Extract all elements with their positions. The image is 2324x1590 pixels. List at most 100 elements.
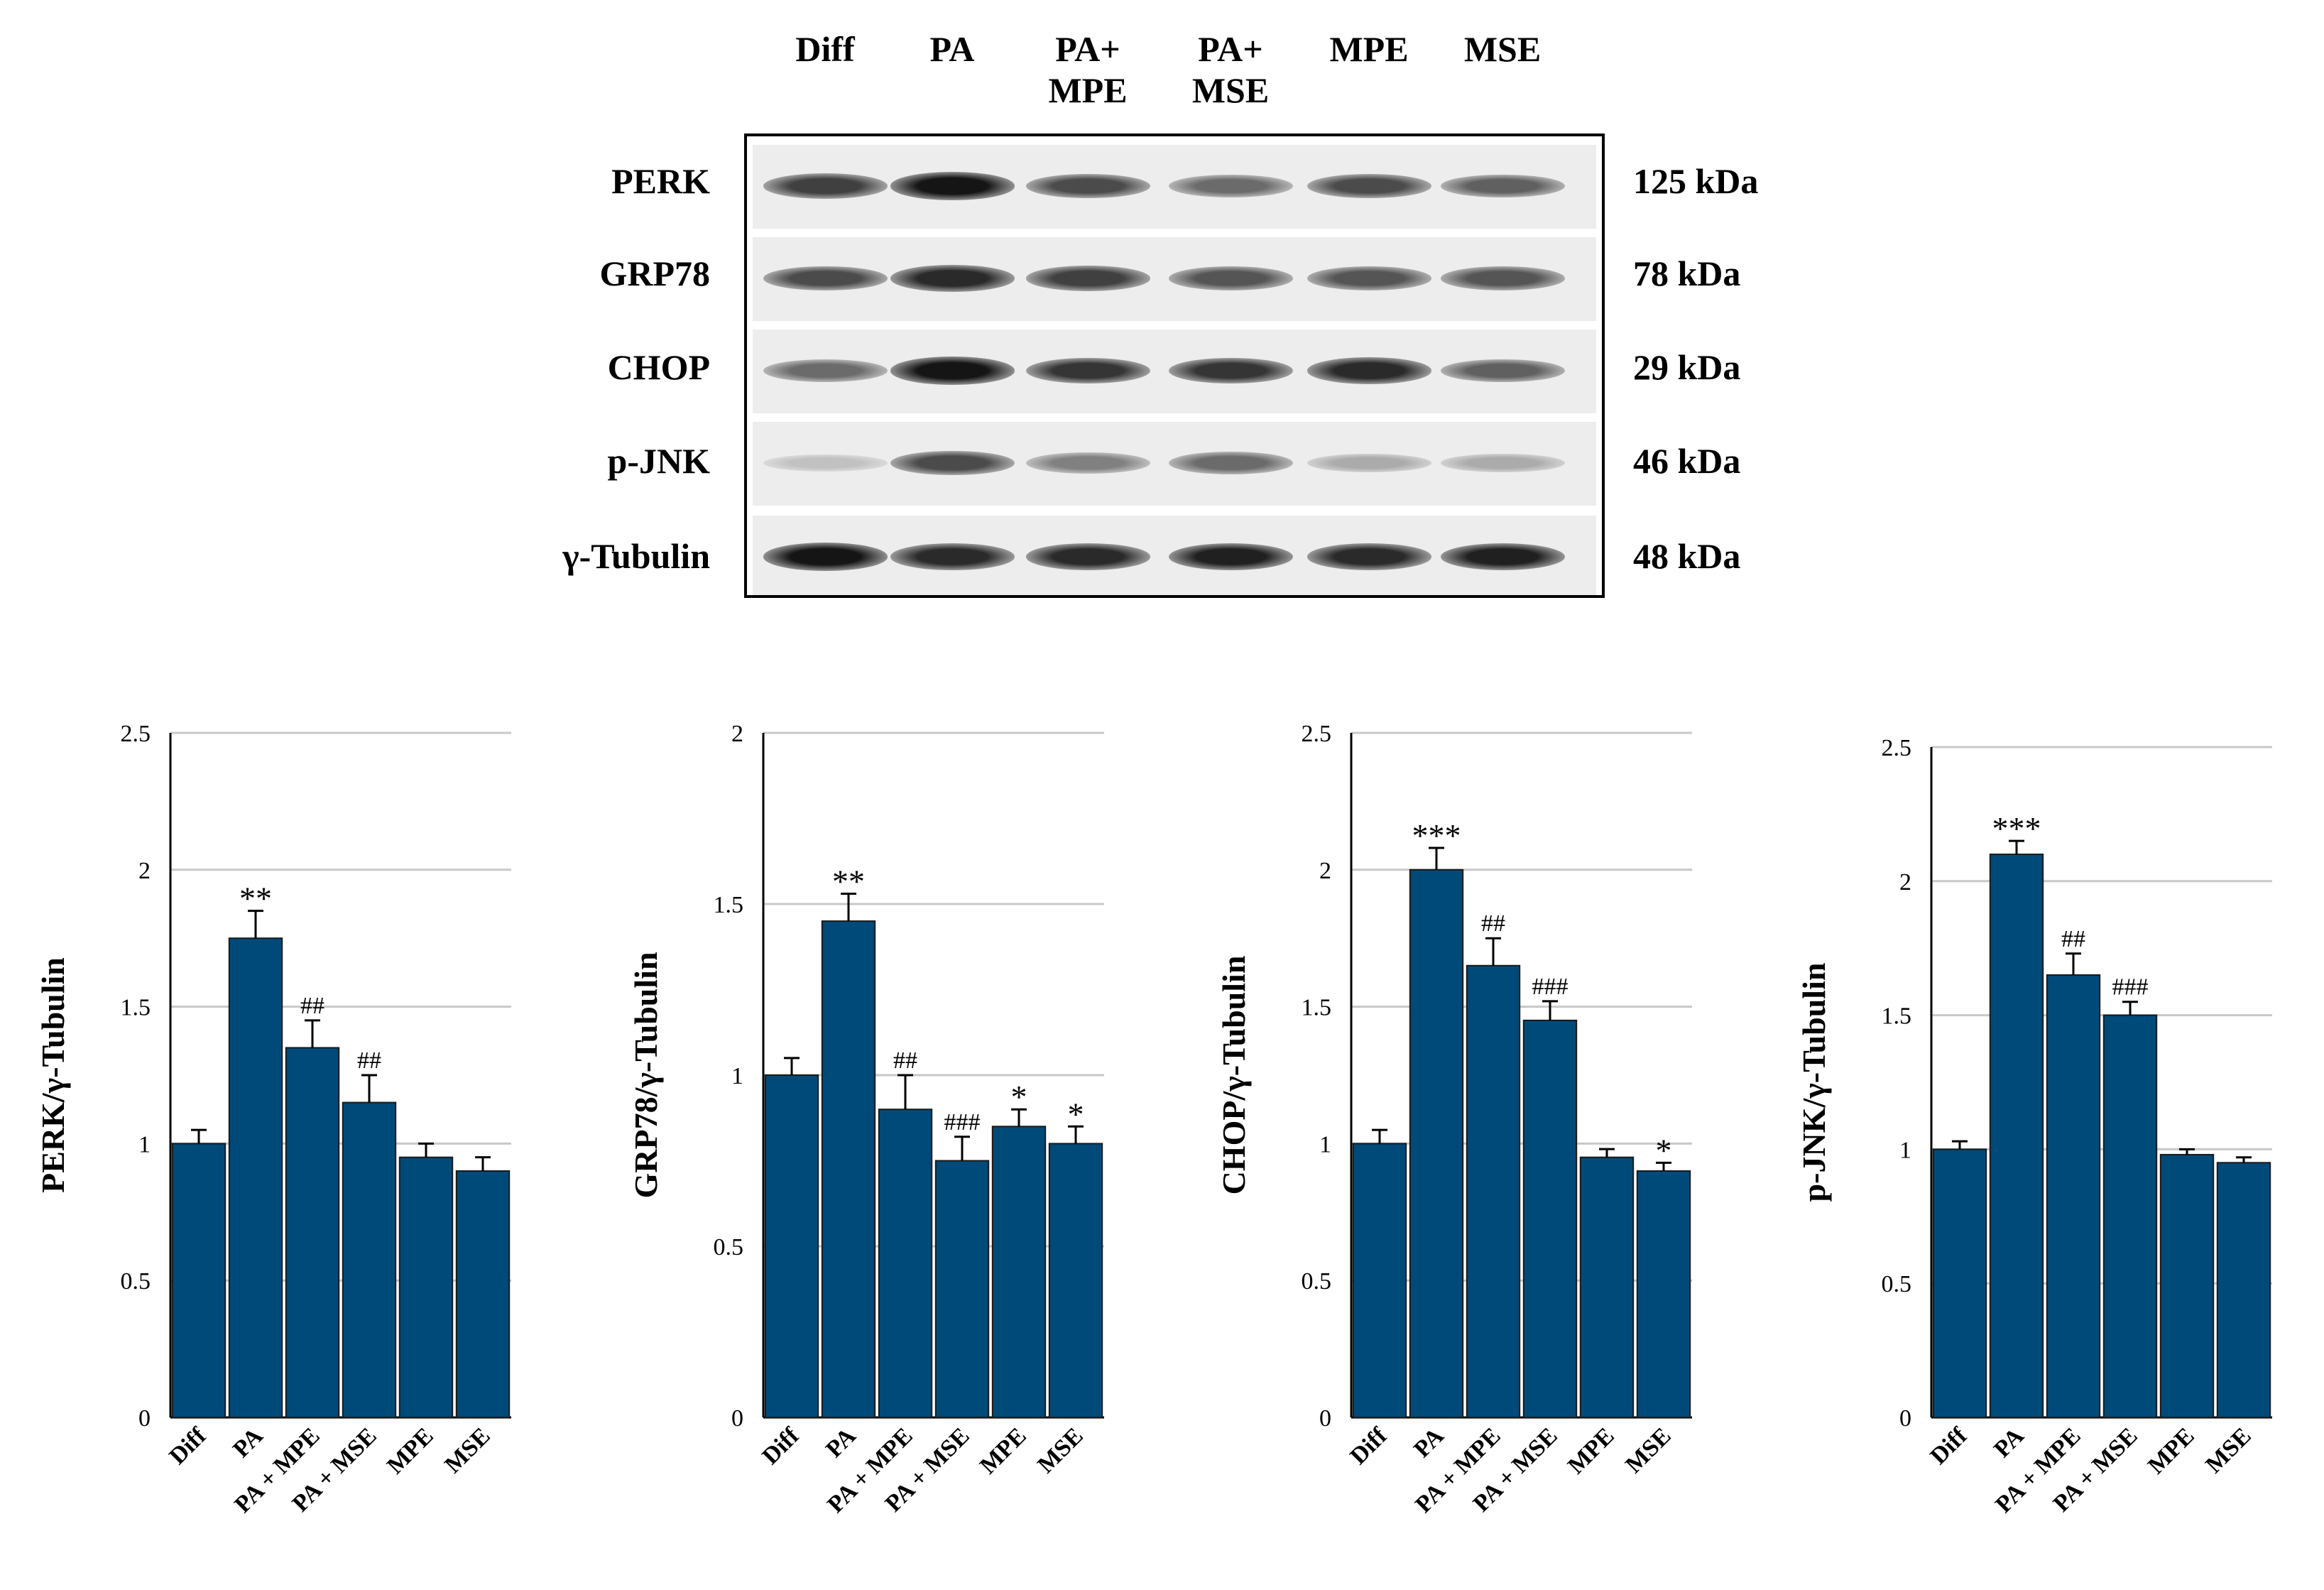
- y-tick-label: 2.5: [1882, 735, 1912, 761]
- x-tick-label: Diff: [757, 1422, 804, 1470]
- blot-band: [890, 172, 1015, 200]
- kda-label: 46 kDa: [1633, 441, 1741, 481]
- significance-label: ###: [1532, 974, 1569, 1000]
- x-tick-label: MPE: [2143, 1422, 2200, 1479]
- blot-strip: [753, 145, 1596, 229]
- y-tick-label: 0: [1899, 1405, 1911, 1432]
- y-tick-label: 1.5: [714, 892, 744, 918]
- blot-band: [1169, 266, 1293, 290]
- x-tick-label: MPE: [382, 1422, 439, 1479]
- y-axis-label: GRP78/γ-Tubulin: [628, 952, 664, 1198]
- y-tick-label: 0.5: [1882, 1271, 1912, 1297]
- y-tick-label: 0: [138, 1405, 151, 1432]
- kda-label: 78 kDa: [1633, 254, 1741, 293]
- y-tick-label: 1: [731, 1063, 743, 1089]
- blot-band: [1026, 173, 1150, 199]
- significance-label: ##: [357, 1047, 381, 1074]
- bar: [1579, 1156, 1635, 1418]
- x-tick-label: Diff: [1925, 1422, 1973, 1470]
- significance-label: ##: [893, 1047, 917, 1074]
- bar: [1466, 964, 1521, 1418]
- blot-band: [1169, 452, 1293, 474]
- x-tick-label: MPE: [1563, 1422, 1620, 1479]
- bar: [1352, 1143, 1407, 1419]
- blot-strip: [753, 516, 1596, 595]
- y-tick-label: 0.5: [714, 1234, 744, 1260]
- blot-band: [1169, 543, 1293, 571]
- significance-label: **: [832, 864, 865, 900]
- y-axis-label: PERK/γ-Tubulin: [35, 957, 71, 1193]
- y-tick-label: 2: [731, 721, 743, 747]
- blot-band: [890, 265, 1015, 292]
- bar: [2159, 1153, 2215, 1419]
- significance-label: ***: [1992, 810, 2041, 846]
- blot-band: [1307, 357, 1431, 384]
- x-tick-label: PA: [1989, 1422, 2029, 1463]
- y-tick-label: 0: [731, 1405, 743, 1432]
- protein-label: γ-Tubulin: [562, 536, 710, 576]
- x-tick-label: Diff: [164, 1422, 212, 1470]
- blot-band: [763, 173, 888, 199]
- significance-label: ###: [2112, 974, 2149, 1001]
- blot-band: [1026, 452, 1150, 474]
- y-tick-label: 0.5: [121, 1268, 151, 1295]
- blot-band: [1441, 359, 1565, 383]
- y-tick-label: 1.5: [1882, 1003, 1912, 1030]
- x-tick-label: PA: [1409, 1422, 1449, 1463]
- blot-band: [1026, 357, 1150, 384]
- significance-label: ##: [2061, 926, 2085, 952]
- protein-label: PERK: [611, 161, 710, 201]
- blot-band: [1169, 357, 1293, 384]
- y-axis-label: p-JNK/γ-Tubulin: [1796, 963, 1832, 1202]
- y-tick-label: 1: [1319, 1131, 1331, 1158]
- blot-band: [1307, 543, 1431, 570]
- bar: [764, 1074, 819, 1418]
- significance-label: ###: [944, 1109, 981, 1136]
- lane-label: MSE: [1463, 29, 1542, 69]
- bar: [228, 937, 283, 1418]
- blot-band: [890, 356, 1015, 385]
- blot-band: [1026, 266, 1150, 291]
- x-tick-label: MSE: [1032, 1422, 1088, 1478]
- kda-label: 48 kDa: [1633, 536, 1741, 576]
- lane-label: PA+ MSE: [1191, 29, 1270, 110]
- blot-band: [890, 543, 1015, 570]
- protein-label: GRP78: [599, 254, 710, 293]
- blot-band: [1169, 175, 1293, 197]
- blot-band: [763, 454, 888, 472]
- blot-strip: [753, 237, 1596, 321]
- x-tick-label: Diff: [1345, 1422, 1392, 1470]
- protein-label: CHOP: [607, 347, 710, 387]
- bar: [991, 1126, 1047, 1418]
- significance-label: **: [239, 881, 272, 917]
- bar: [878, 1109, 933, 1418]
- blot-band: [1307, 266, 1431, 290]
- y-tick-label: 1: [138, 1131, 151, 1158]
- lane-label: PA+ MPE: [1048, 29, 1128, 110]
- y-tick-label: 1.5: [1302, 995, 1332, 1021]
- x-tick-label: MPE: [975, 1422, 1032, 1479]
- bar: [342, 1101, 397, 1418]
- bar: [455, 1170, 511, 1419]
- lane-label: MPE: [1329, 29, 1409, 69]
- kda-label: 125 kDa: [1633, 161, 1759, 201]
- bar: [934, 1160, 990, 1418]
- significance-label: *: [1656, 1132, 1672, 1168]
- significance-label: *: [1068, 1096, 1084, 1132]
- x-tick-label: MSE: [440, 1422, 495, 1478]
- bar: [1636, 1170, 1691, 1419]
- blot-band: [1441, 266, 1565, 290]
- bar: [171, 1143, 227, 1419]
- bar: [2216, 1162, 2271, 1419]
- significance-label: *: [1011, 1079, 1027, 1115]
- blot-band: [1307, 173, 1431, 199]
- western-blot-image: [744, 134, 1605, 598]
- protein-label: p-JNK: [607, 441, 710, 481]
- bar: [1048, 1143, 1103, 1419]
- x-tick-label: PA: [228, 1422, 268, 1463]
- y-tick-label: 2: [138, 858, 151, 884]
- blot-strip: [753, 422, 1596, 506]
- blot-band: [1026, 543, 1150, 570]
